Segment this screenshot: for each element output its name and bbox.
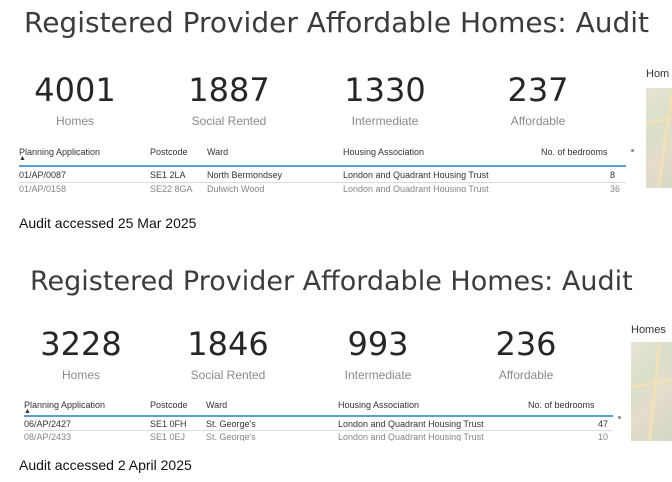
map-title: Hom [646, 68, 670, 80]
cell-application-partial: 08/AP/2433 [24, 432, 72, 441]
audit-screenshot-1: Registered Provider Affordable Homes: Au… [0, 0, 672, 192]
scrollbar-indicator[interactable] [618, 416, 621, 419]
cell-bedrooms-partial: 36 [610, 184, 621, 192]
kpi-homes: 3228 Homes [21, 326, 141, 382]
column-header-housing-association[interactable]: Housing Association [343, 147, 425, 157]
kpi-value: 237 [507, 71, 569, 109]
kpi-value: 1887 [188, 71, 270, 109]
cell-association-partial: London and Quadrant Housing Trust [338, 432, 484, 441]
kpi-affordable: 237 Affordable [478, 72, 598, 128]
kpi-label: Intermediate [351, 114, 419, 128]
cell-ward: St. George's [206, 419, 256, 429]
header-underline [19, 165, 626, 167]
cell-ward-partial: Dulwich Wood [207, 184, 265, 192]
header-underline [24, 415, 613, 417]
cell-postcode: SE1 2LA [150, 170, 186, 180]
kpi-intermediate: 993 Intermediate [318, 326, 438, 382]
map-road [647, 342, 662, 441]
kpi-value: 1330 [344, 71, 426, 109]
kpi-value: 3228 [40, 325, 122, 363]
cell-bedrooms: 47 [598, 419, 609, 429]
row-separator [19, 182, 626, 183]
dashboard-title: Registered Provider Affordable Homes: Au… [24, 6, 649, 39]
cell-ward: North Bermondsey [207, 170, 283, 180]
column-header-ward[interactable]: Ward [207, 147, 229, 157]
kpi-affordable: 236 Affordable [466, 326, 586, 382]
column-header-planning-application[interactable]: Planning Application [24, 400, 106, 410]
kpi-label: Affordable [510, 114, 566, 128]
caption-audit-date-2: Audit accessed 2 April 2025 [19, 457, 192, 473]
cell-ward-partial: St. George's [206, 432, 256, 441]
sort-ascending-icon[interactable]: ▲ [19, 155, 26, 162]
cell-postcode: SE1 0FH [150, 419, 187, 429]
kpi-intermediate: 1330 Intermediate [325, 72, 445, 128]
map-road [631, 378, 672, 389]
kpi-value: 236 [495, 325, 557, 363]
cell-postcode-partial: SE22 8GA [150, 184, 193, 192]
kpi-label: Homes [55, 114, 94, 128]
dashboard-title: Registered Provider Affordable Homes: Au… [30, 266, 633, 297]
cell-association: London and Quadrant Housing Trust [338, 419, 484, 429]
data-table: Planning Application ▲ Postcode Ward Hou… [0, 143, 640, 192]
scrollbar-indicator[interactable] [631, 149, 634, 152]
column-header-postcode[interactable]: Postcode [150, 400, 188, 410]
column-header-ward[interactable]: Ward [206, 400, 228, 410]
map-thumbnail[interactable] [646, 88, 672, 188]
caption-audit-date-1: Audit accessed 25 Mar 2025 [19, 215, 197, 231]
kpi-social-rented: 1846 Social Rented [168, 326, 288, 382]
cell-postcode-partial: SE1 0EJ [150, 432, 186, 441]
cell-bedrooms: 8 [610, 170, 616, 180]
cell-association: London and Quadrant Housing Trust [343, 170, 489, 180]
column-header-bedrooms[interactable]: No. of bedrooms [528, 400, 595, 410]
sort-ascending-icon[interactable]: ▲ [24, 408, 31, 415]
cell-application: 01/AP/0087 [19, 170, 67, 180]
column-header-postcode[interactable]: Postcode [150, 147, 188, 157]
map-road [657, 88, 672, 188]
kpi-label: Intermediate [344, 368, 412, 382]
cell-application-partial: 01/AP/0158 [19, 184, 67, 192]
data-table: Planning Application ▲ Postcode Ward Hou… [0, 396, 630, 441]
kpi-value: 993 [347, 325, 409, 363]
kpi-value: 1846 [187, 325, 269, 363]
cell-bedrooms-partial: 10 [598, 432, 609, 441]
column-header-planning-application[interactable]: Planning Application [19, 147, 101, 157]
cell-application: 06/AP/2427 [24, 419, 72, 429]
audit-screenshot-2: Registered Provider Affordable Homes: Au… [0, 258, 672, 441]
map-title: Homes [631, 324, 666, 336]
column-header-housing-association[interactable]: Housing Association [338, 400, 420, 410]
kpi-social-rented: 1887 Social Rented [169, 72, 289, 128]
kpi-label: Social Rented [191, 114, 267, 128]
kpi-label: Social Rented [190, 368, 266, 382]
kpi-label: Affordable [498, 368, 554, 382]
kpi-value: 4001 [34, 71, 116, 109]
kpi-homes: 4001 Homes [15, 72, 135, 128]
cell-association-partial: London and Quadrant Housing Trust [343, 184, 489, 192]
map-thumbnail[interactable] [631, 342, 672, 441]
column-header-bedrooms[interactable]: No. of bedrooms [541, 147, 608, 157]
kpi-label: Homes [61, 368, 100, 382]
row-separator [24, 430, 613, 431]
